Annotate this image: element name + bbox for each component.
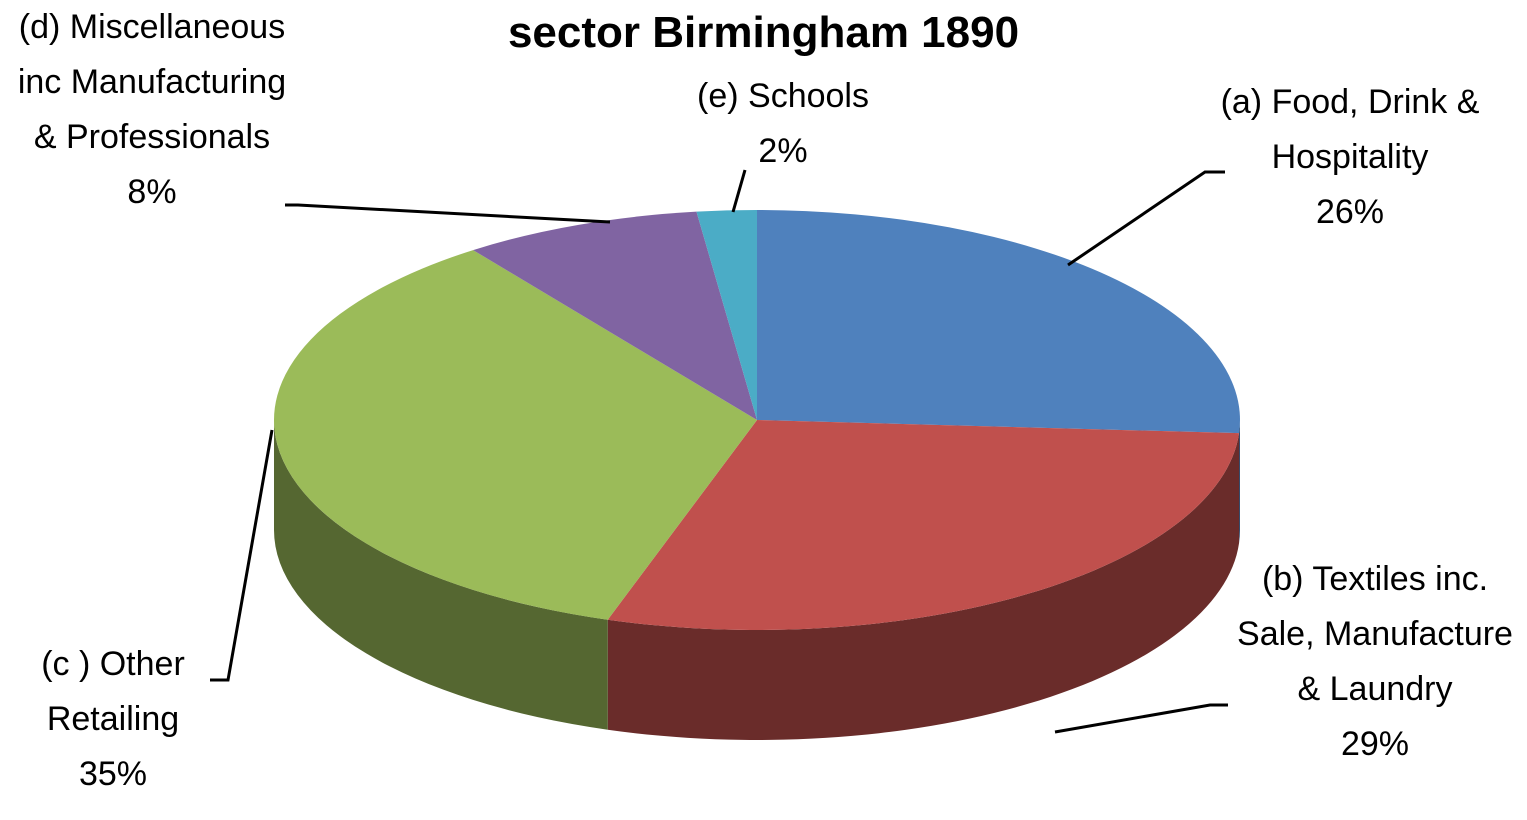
slice	[757, 210, 1240, 434]
leader-line	[1054, 703, 1228, 734]
slice	[696, 210, 757, 420]
category-label: (e) Schools	[697, 77, 869, 115]
slice-side	[607, 433, 1240, 740]
slice-side	[274, 420, 608, 730]
category-label: (a) Food, Drink & Hospitality	[1220, 83, 1480, 176]
value-label: 35%	[78, 755, 148, 793]
data-label: (d) Miscellaneous inc Manufacturing & Pr…	[7, 0, 297, 220]
slice	[473, 211, 757, 420]
category-label: (b) Textiles inc. Sale, Manufacture & La…	[1237, 560, 1513, 708]
leader-line	[285, 203, 611, 224]
category-label: (d) Miscellaneous inc Manufacturing & Pr…	[17, 8, 287, 156]
value-label: 26%	[1315, 193, 1385, 231]
value-label: 8%	[127, 173, 177, 211]
chart-title: sector Birmingham 1890	[507, 8, 1020, 57]
data-label: (e) Schools 2%	[633, 69, 933, 179]
category-label: (c ) Other Retailing	[41, 645, 185, 738]
leader-line	[1067, 170, 1225, 267]
data-label: (a) Food, Drink & Hospitality 26%	[1205, 75, 1495, 240]
value-label: 29%	[1340, 725, 1410, 763]
slice	[607, 420, 1240, 630]
data-label: (b) Textiles inc. Sale, Manufacture & La…	[1225, 552, 1525, 772]
data-label: (c ) Other Retailing 35%	[13, 637, 213, 802]
slice	[273, 250, 757, 620]
leader-line	[731, 169, 747, 213]
leader-line	[210, 429, 274, 682]
value-label: 2%	[758, 132, 808, 170]
slice-side	[1239, 420, 1240, 544]
